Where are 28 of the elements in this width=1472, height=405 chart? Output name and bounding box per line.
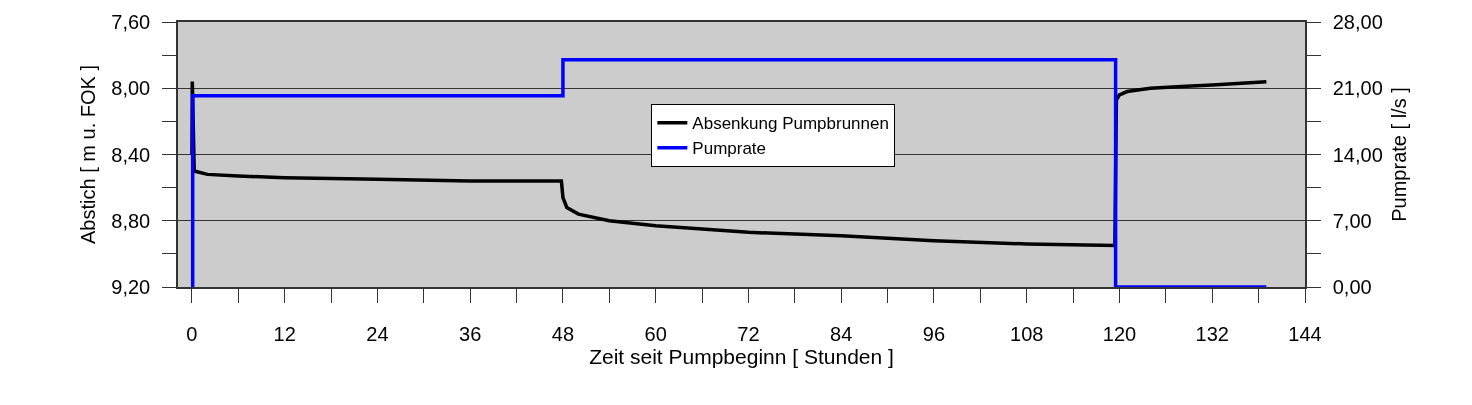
- y-tick-label: 9,20: [111, 276, 151, 298]
- x-tick-label: 48: [551, 322, 575, 345]
- x-tick-label: 72: [737, 322, 760, 345]
- x-tick-label: 96: [922, 322, 946, 345]
- x-tick-label: 12: [273, 322, 296, 345]
- x-tick-label: 120: [1102, 322, 1137, 345]
- x-tick-label: 0: [186, 322, 198, 345]
- x-tick-label: 36: [459, 322, 482, 345]
- x-tick-label: 60: [644, 322, 667, 345]
- y2-tick-label: 7,00: [1332, 209, 1372, 232]
- x-tick-label: 144: [1288, 322, 1322, 345]
- x-tick-label: 84: [830, 322, 853, 345]
- x-tick-label: 132: [1195, 322, 1229, 345]
- y-tick-label: 8,00: [111, 77, 151, 100]
- y-axis-title: Abstich [ m u. FOK ]: [77, 65, 100, 244]
- y2-tick-label: 0,00: [1332, 276, 1372, 298]
- y-tick-label: 8,80: [111, 209, 151, 232]
- y2-axis-title: Pumprate [ l/s ]: [1387, 87, 1410, 222]
- legend-label: Absenkung Pumpbrunnen: [692, 114, 889, 134]
- y2-tick-label: 21,00: [1332, 77, 1383, 100]
- y-tick-label: 8,40: [111, 143, 151, 166]
- y2-tick-label: 14,00: [1332, 143, 1383, 166]
- x-tick-label: 108: [1010, 322, 1044, 345]
- legend-label: Pumprate: [692, 139, 767, 159]
- y2-tick-label: 28,00: [1332, 11, 1383, 33]
- x-tick-label: 24: [366, 322, 389, 345]
- y-tick-label: 7,60: [111, 11, 151, 33]
- x-axis-title: Zeit seit Pumpbeginn [ Stunden ]: [589, 344, 894, 368]
